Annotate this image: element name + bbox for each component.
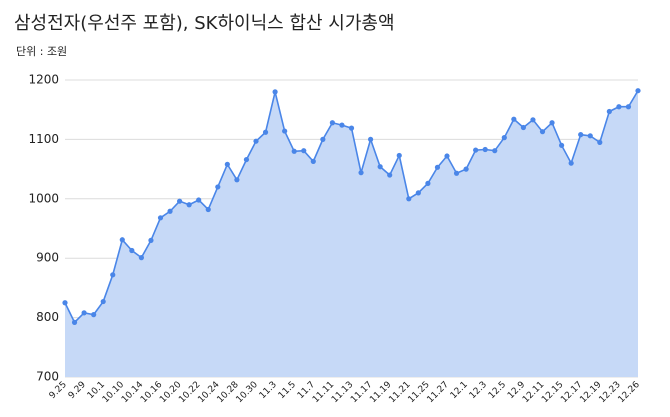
x-tick-label: 11.5 [277,380,298,401]
point [635,88,641,94]
point [243,156,250,163]
point [205,206,211,213]
point [587,133,593,139]
point [157,215,164,221]
point [234,177,240,183]
point [71,319,78,325]
point [138,255,144,261]
point [100,298,106,305]
point [530,117,536,123]
point [253,138,259,144]
x-tick-label: 10.30 [235,380,260,405]
x-tick-label: 11.27 [426,380,451,405]
point [520,124,527,131]
point [387,172,393,178]
point [415,190,421,196]
point [444,153,450,159]
point [434,164,441,170]
point [463,166,469,172]
point [119,237,125,243]
point [453,170,460,176]
point [167,208,173,214]
point [625,104,632,110]
point [339,122,345,128]
point [473,147,479,153]
chart-subtitle: 단위 : 조원 [16,45,67,58]
x-tick-label: 12.5 [487,380,508,401]
point [329,120,335,126]
point [358,170,364,176]
point [492,148,498,154]
point [148,237,154,243]
point [368,136,374,142]
area [65,90,638,377]
point [501,135,507,141]
point [559,142,565,148]
point [291,148,297,154]
x-tick-label: 12.3 [468,380,489,401]
point [568,160,574,166]
point [578,132,584,138]
y-tick-label: 1200 [28,73,59,87]
point [310,158,316,164]
point [282,128,288,134]
point [262,129,269,135]
x-tick-label: 9.29 [67,380,88,401]
point [539,129,546,135]
point [91,312,97,318]
point [377,164,383,170]
point [186,202,192,208]
y-tick-label: 700 [36,370,59,384]
point [606,108,612,115]
point [597,139,603,145]
point [272,89,278,95]
point [129,247,135,254]
point [110,272,116,278]
y-tick-label: 800 [36,310,59,324]
point [396,152,402,159]
point [320,136,326,142]
point [348,125,355,131]
x-tick-label: 11.3 [258,380,279,401]
chart-title: 삼성전자(우선주 포함), SK하이닉스 합산 시가총액 [14,13,395,34]
point [616,104,622,110]
y-tick-label: 1000 [28,191,59,205]
x-tick-label: 12.1 [449,380,470,401]
point [511,116,517,122]
point [196,197,202,203]
point [425,180,431,186]
point [301,148,307,154]
point [482,146,488,153]
point [81,310,87,316]
point [406,196,412,202]
point [215,184,221,190]
x-tick-label: 12.26 [617,380,642,405]
point [224,161,230,167]
point [177,198,183,204]
point [549,120,555,126]
point [62,300,68,306]
y-tick-label: 1100 [28,132,59,146]
y-tick-label: 900 [36,251,59,265]
